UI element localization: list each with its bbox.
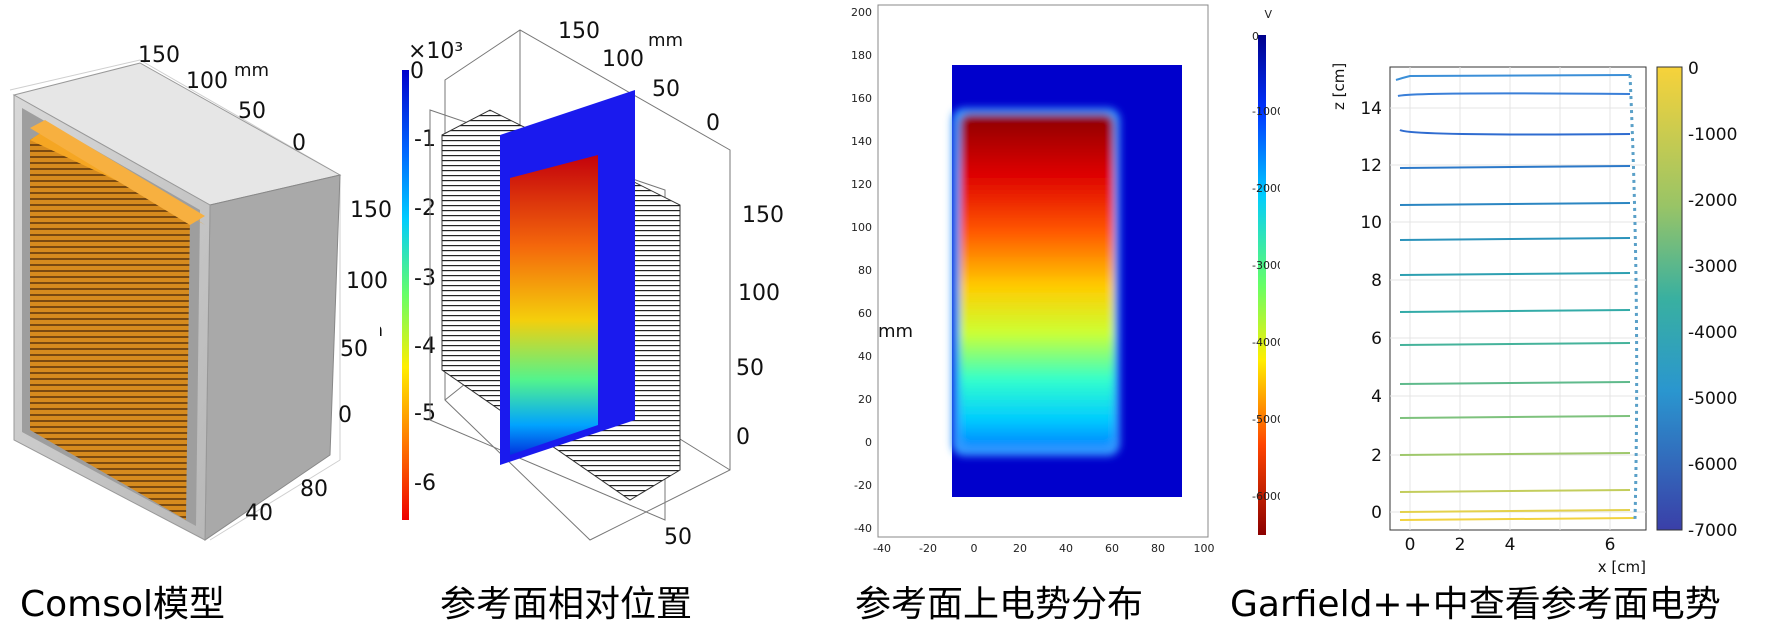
x-axis-label: x [cm] [1598,558,1646,576]
top-tick: 0 [292,131,306,156]
colorbar-tick: 0 [410,59,424,84]
right-tick: 150 [742,203,784,228]
y-tick: 2 [1371,446,1382,466]
reference-plane-position-panel: ×10³ 0 -1 -2 -3 -4 -5 -6 150 100 50 0 mm… [380,0,840,560]
right-tick: 50 [340,337,368,362]
x-tick: 4 [1505,535,1516,555]
top-tick: 150 [138,43,180,68]
right-tick: 0 [338,403,352,428]
colorbar-tick: -6000 [1252,490,1280,503]
y-unit-label: mm [878,321,913,342]
x-tick: 20 [1013,542,1027,555]
y-tick: 0 [865,436,872,449]
x-tick: 0 [1405,535,1416,555]
y-tick: 200 [851,6,872,19]
caption-plane-potential: 参考面上电势分布 [855,575,1143,627]
colorbar-tick: -4000 [1688,323,1737,343]
potential-colorbar [402,70,409,520]
top-tick: 50 [238,99,266,124]
y-tick: -40 [854,522,872,535]
y-tick: 8 [1371,271,1382,291]
y-tick: 60 [858,307,872,320]
top-tick: 100 [602,47,644,72]
z-axis-label: z [cm] [1330,63,1348,110]
colorbar-tick: -2 [414,196,436,221]
x-tick: -40 [873,542,891,555]
colorbar-tick: 0 [1252,30,1259,43]
colorbar-unit: V [1264,8,1272,21]
bottom-tick: 80 [300,477,328,502]
colorbar-tick: -1 [414,127,436,152]
x-tick: 100 [1194,542,1215,555]
left-unit-label: mm [380,320,383,341]
y-tick: 40 [858,350,872,363]
caption-plane-position: 参考面相对位置 [440,575,692,627]
bottom-tick: 50 [664,525,692,550]
y-tick: 180 [851,49,872,62]
right-tick: 0 [736,425,750,450]
x-tick: 80 [1151,542,1165,555]
x-tick: 60 [1105,542,1119,555]
top-tick: 100 [186,69,228,94]
caption-garfield-potential: Garfield++中查看参考面电势 [1230,575,1721,627]
colorbar-tick: -3000 [1252,259,1280,272]
colorbar-tick: -4 [414,334,436,359]
contour-plot-frame [1390,67,1646,530]
x-tick: -20 [919,542,937,555]
colorbar-tick: -7000 [1688,521,1737,541]
colorbar-tick: -2000 [1688,191,1737,211]
bottom-tick: 40 [245,501,273,526]
y-tick: 10 [1360,213,1382,233]
colorbar-tick: -2000 [1252,182,1280,195]
axis-unit-label: mm [234,60,269,81]
comsol-model-panel: 150 100 50 0 mm 150 100 50 0 80 40 [0,0,440,560]
y-tick: 14 [1360,99,1382,119]
colorbar-tick: -3 [414,266,436,291]
colorbar-tick: -5000 [1688,389,1737,409]
colorbar-tick: -1000 [1252,105,1280,118]
right-tick: 100 [738,281,780,306]
y-tick: 0 [1371,503,1382,523]
y-tick: 140 [851,135,872,148]
y-tick: 160 [851,92,872,105]
colorbar-tick: -5 [414,401,436,426]
colorbar-tick: -6 [414,471,436,496]
y-tick: -20 [854,479,872,492]
y-tick: 12 [1360,156,1382,176]
x-tick: 2 [1455,535,1466,555]
y-tick: 4 [1371,387,1382,407]
colorbar-tick: -4000 [1252,336,1280,349]
x-tick: 0 [971,542,978,555]
caption-comsol-model: Comsol模型 [20,575,225,627]
y-tick: 80 [858,264,872,277]
x-tick: 40 [1059,542,1073,555]
top-tick: 150 [558,19,600,44]
colorbar-tick: -6000 [1688,455,1737,475]
right-tick: 50 [736,356,764,381]
colorbar-tick: -5000 [1252,413,1280,426]
y-tick: 120 [851,178,872,191]
garfield-potential-panel: z [cm] 14 12 10 8 6 4 2 0 0 2 4 6 x [cm]… [1330,0,1766,580]
colorbar-tick: 0 [1688,59,1699,79]
top-tick: 50 [652,77,680,102]
top-tick: 0 [706,111,720,136]
axis-unit-label: mm [648,30,683,51]
colorbar-tick: -1000 [1688,125,1737,145]
potential-colorbar [1657,67,1682,530]
plane-potential-panel: 200 180 160 140 120 100 80 60 40 20 0 -2… [840,0,1280,560]
colorbar-tick: -3000 [1688,257,1737,277]
y-tick: 100 [851,221,872,234]
y-tick: 20 [858,393,872,406]
x-tick: 6 [1605,535,1616,555]
y-tick: 6 [1371,329,1382,349]
